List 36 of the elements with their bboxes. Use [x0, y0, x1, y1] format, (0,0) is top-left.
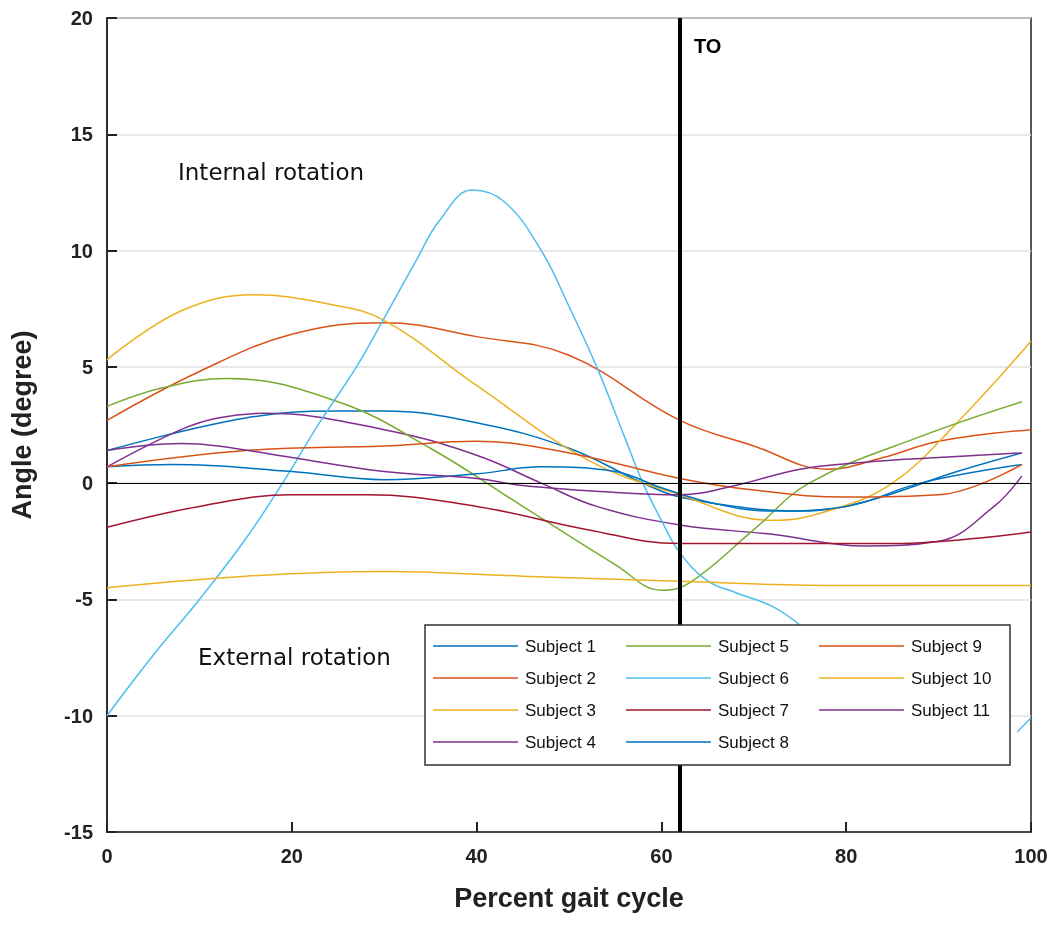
y-tick-label: 10	[70, 239, 93, 262]
legend-label: Subject 1	[525, 636, 596, 656]
y-axis-title: Angle (degree)	[6, 330, 37, 520]
line-series	[106, 294, 1032, 522]
y-tick-label: 15	[70, 123, 93, 146]
line-series	[106, 321, 1032, 470]
legend-label: Subject 4	[525, 732, 596, 752]
legend-label: Subject 6	[718, 668, 789, 688]
y-tick-label: -15	[64, 821, 93, 843]
legend-label: Subject 11	[911, 700, 991, 720]
line-series	[106, 570, 1032, 589]
ref-line-label: TO	[693, 35, 722, 57]
x-tick-label: 100	[1014, 845, 1048, 867]
x-tick-label: 80	[835, 845, 858, 867]
legend-label: Subject 10	[911, 668, 992, 688]
y-tick-label: 0	[81, 472, 93, 495]
annotation: Internal rotation	[178, 158, 365, 185]
x-tick-label: 20	[280, 845, 303, 867]
annotation: External rotation	[198, 643, 391, 670]
legend-label: Subject 3	[525, 700, 596, 720]
y-tick-label: 20	[70, 7, 93, 29]
line-series	[106, 494, 1032, 545]
legend-label: Subject 9	[911, 636, 982, 656]
y-tick-label: -5	[75, 588, 93, 611]
legend-label: Subject 2	[525, 668, 596, 688]
x-axis-title: Percent gait cycle	[454, 882, 684, 913]
x-tick-label: 0	[101, 845, 113, 867]
legend-label: Subject 7	[718, 700, 789, 720]
x-tick-label: 60	[650, 845, 673, 867]
y-tick-label: 5	[81, 355, 93, 378]
legend-label: Subject 8	[718, 732, 789, 752]
x-tick-label: 40	[465, 845, 488, 867]
legend-label: Subject 5	[718, 636, 789, 656]
y-tick-label: -10	[64, 704, 93, 727]
line-series	[106, 377, 1023, 591]
line-series	[106, 412, 1023, 547]
